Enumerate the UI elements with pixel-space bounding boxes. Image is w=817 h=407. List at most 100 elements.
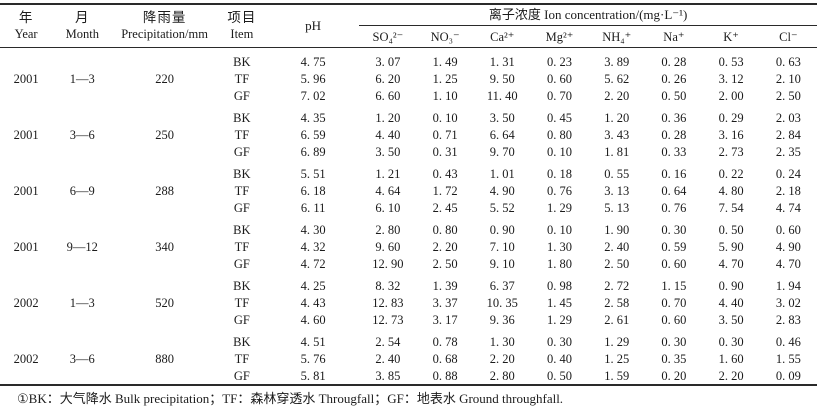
ion-value-cell: 0. 22 [718, 166, 744, 181]
col-header-ph: pH [266, 4, 360, 48]
col-header-month-en: Month [65, 27, 99, 41]
ion-value-cell: 2. 61 [604, 312, 630, 327]
ph-cell: 4. 72 [300, 256, 326, 271]
ion-value-cell: 4. 90 [489, 183, 515, 198]
col-header-precipitation: 降雨量 Precipitation/mm [112, 4, 217, 48]
ph-cell: 5. 51 [300, 166, 326, 181]
month-cell: 1—3 [69, 295, 95, 310]
item-cell: GF [233, 256, 250, 271]
ph-cell: 4. 32 [300, 239, 326, 254]
ion-value-cell: 3. 50 [489, 110, 515, 125]
ion-value-cell: 2. 54 [375, 334, 401, 349]
ion-value-cell: 2. 40 [375, 351, 401, 366]
ion-value-cell: 7. 10 [489, 239, 515, 254]
ion-value-cell: 1. 29 [546, 312, 572, 327]
ion-value-cell: 1. 49 [432, 54, 458, 69]
ion-value-cell: 3. 12 [718, 71, 744, 86]
item-cell: BK [233, 278, 251, 293]
ion-value-cell: 0. 60 [661, 312, 687, 327]
ion-value-cell: 1. 30 [489, 334, 515, 349]
ion-value-cell: 2. 20 [489, 351, 515, 366]
ion-value-cell: 4. 80 [718, 183, 744, 198]
col-header-ca: Ca²⁺ [473, 25, 531, 48]
ion-value-cell: 3. 17 [432, 312, 458, 327]
table-row: TF 4. 43 12. 83 3. 37 10. 35 1. 45 2. 58 0. 70 4… [0, 294, 817, 311]
month-cell: 3—6 [69, 351, 95, 366]
ion-value-cell: 0. 30 [718, 334, 744, 349]
ion-value-cell: 1. 29 [604, 334, 630, 349]
ion-value-cell: 6. 60 [375, 88, 401, 103]
col-header-na: Na⁺ [645, 25, 703, 48]
col-header-year-zh: 年 [18, 10, 34, 25]
ion-value-cell: 0. 28 [661, 54, 687, 69]
ion-value-cell: 1. 31 [489, 54, 515, 69]
col-header-k: K⁺ [702, 25, 760, 48]
ph-cell: 5. 81 [300, 368, 326, 383]
ion-value-cell: 1. 20 [375, 110, 401, 125]
ion-value-cell: 9. 36 [489, 312, 515, 327]
precipitation-ion-table: 年 Year 月 Month 降雨量 Precipitation/mm 项目 I… [0, 3, 817, 386]
ion-value-cell: 1. 60 [718, 351, 744, 366]
month-cell: 3—6 [69, 127, 95, 142]
col-header-precip-zh: 降雨量 [142, 10, 187, 25]
precipitation-cell: 250 [155, 127, 174, 142]
ion-value-cell: 2. 80 [489, 368, 515, 383]
ion-value-cell: 0. 10 [546, 144, 572, 159]
ion-value-cell: 3. 50 [375, 144, 401, 159]
ion-value-cell: 2. 40 [604, 239, 630, 254]
ion-value-cell: 0. 23 [546, 54, 572, 69]
col-header-item-en: Item [230, 27, 254, 41]
col-header-nh4: NH₄⁺ [588, 25, 646, 48]
ion-value-cell: 0. 36 [661, 110, 687, 125]
ion-value-cell: 6. 37 [489, 278, 515, 293]
item-cell: BK [233, 222, 251, 237]
table-row: 2002 1—3 520 BK 4. 25 8. 32 1. 39 6. 37 0. 98 2. … [0, 272, 817, 310]
ion-value-cell: 0. 63 [775, 54, 801, 69]
year-cell: 2001 [13, 71, 39, 86]
ion-value-cell: 0. 18 [546, 166, 572, 181]
ph-cell: 6. 59 [300, 127, 326, 142]
ion-value-cell: 0. 33 [661, 144, 687, 159]
ion-value-cell: 6. 20 [375, 71, 401, 86]
ion-value-cell: 2. 83 [775, 312, 801, 327]
ion-value-cell: 2. 50 [604, 256, 630, 271]
ph-cell: 4. 25 [300, 278, 326, 293]
ion-value-cell: 0. 30 [661, 334, 687, 349]
ion-value-cell: 2. 20 [718, 368, 744, 383]
ion-value-cell: 2. 73 [718, 144, 744, 159]
ion-value-cell: 2. 20 [432, 239, 458, 254]
ion-value-cell: 0. 90 [718, 278, 744, 293]
ion-value-cell: 2. 84 [775, 127, 801, 142]
ion-value-cell: 2. 80 [375, 222, 401, 237]
ion-value-cell: 0. 45 [546, 110, 572, 125]
ion-value-cell: 8. 32 [375, 278, 401, 293]
ion-value-cell: 0. 10 [546, 222, 572, 237]
item-cell: TF [234, 295, 250, 310]
year-cell: 2002 [13, 351, 39, 366]
item-cell: TF [234, 239, 250, 254]
precipitation-cell: 220 [155, 71, 174, 86]
ion-value-cell: 5. 62 [604, 71, 630, 86]
ion-value-cell: 0. 50 [661, 88, 687, 103]
col-header-item-zh: 项目 [227, 10, 257, 25]
ion-value-cell: 0. 70 [661, 295, 687, 310]
ion-value-cell: 0. 70 [546, 88, 572, 103]
item-cell: GF [233, 368, 250, 383]
ion-value-cell: 0. 46 [775, 334, 801, 349]
ion-value-cell: 0. 78 [432, 334, 458, 349]
ion-value-cell: 2. 20 [604, 88, 630, 103]
ion-value-cell: 0. 60 [546, 71, 572, 86]
ion-value-cell: 0. 76 [661, 200, 687, 215]
ion-value-cell: 0. 90 [489, 222, 515, 237]
item-cell: BK [233, 110, 251, 125]
ion-value-cell: 0. 71 [432, 127, 458, 142]
month-cell: 9—12 [66, 239, 98, 254]
ion-value-cell: 1. 45 [546, 295, 572, 310]
table-row: GF 5. 81 3. 85 0. 88 2. 80 0. 50 1. 59 0. 20 2. … [0, 367, 817, 385]
ion-value-cell: 2. 72 [604, 278, 630, 293]
table-row: GF 4. 72 12. 90 2. 50 9. 10 1. 80 2. 50 0. 60 4.… [0, 255, 817, 272]
ion-value-cell: 2. 58 [604, 295, 630, 310]
ion-value-cell: 0. 20 [661, 368, 687, 383]
ion-value-cell: 1. 10 [432, 88, 458, 103]
ph-cell: 4. 75 [300, 54, 326, 69]
